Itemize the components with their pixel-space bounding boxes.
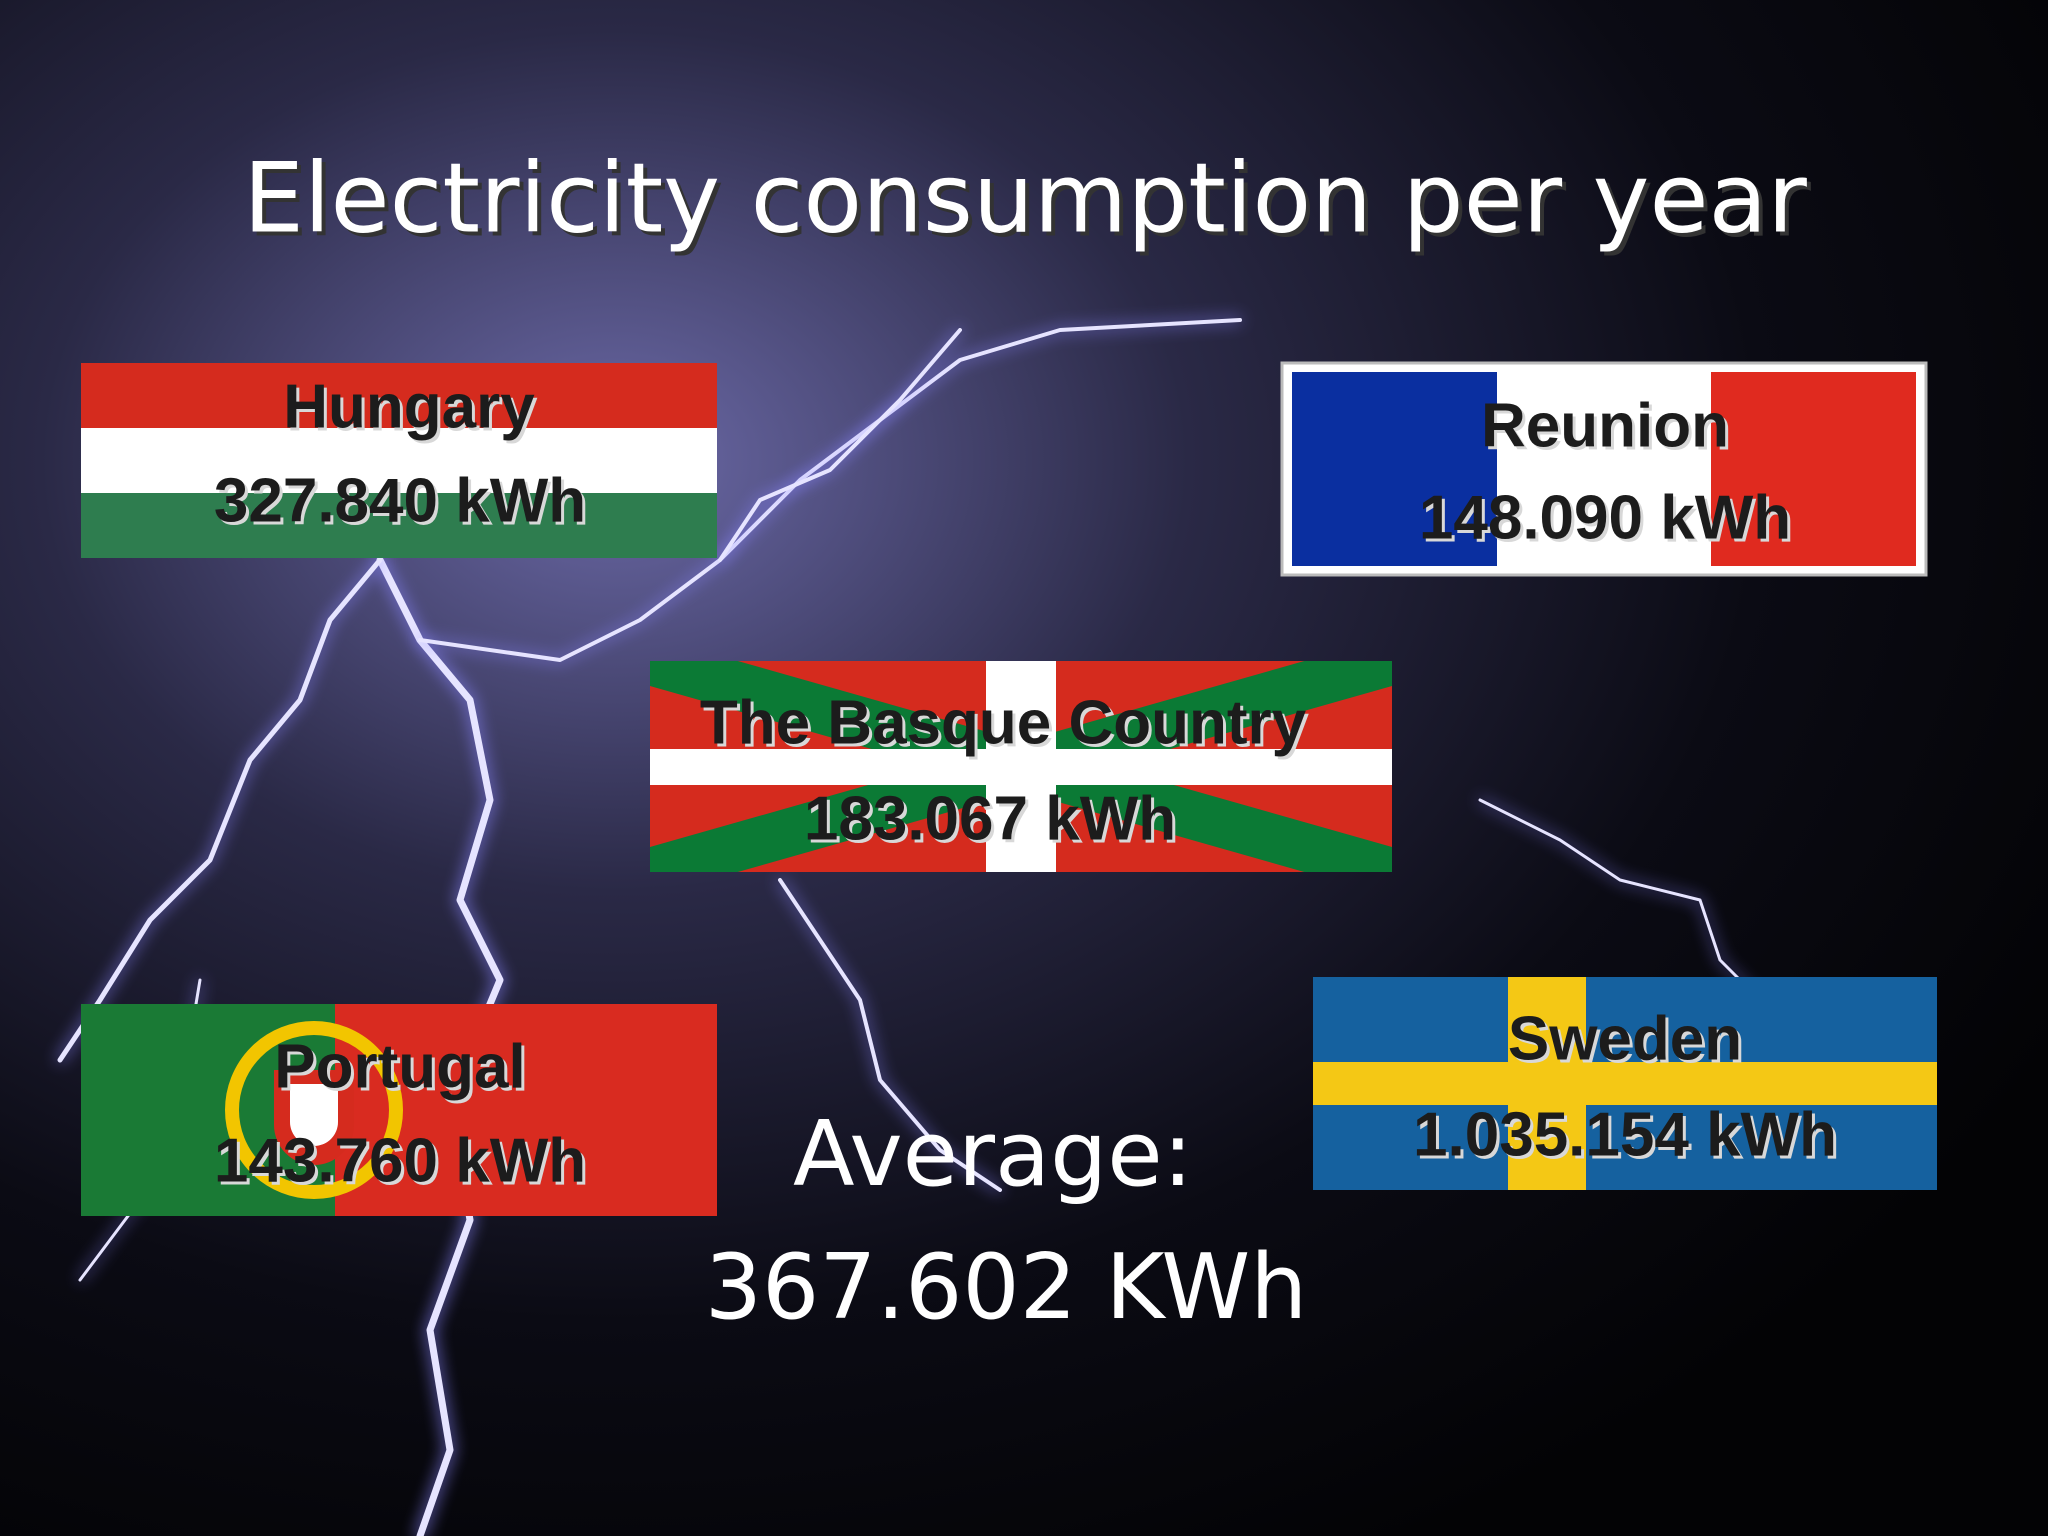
flag-name: Reunion: [1481, 391, 1729, 460]
flag-value: 143.760 kWh: [214, 1126, 586, 1195]
slide-title: Electricity consumption per year: [243, 142, 1807, 254]
flag-reunion: Reunion 148.090 kWh: [1280, 361, 1928, 577]
flag-name: Portugal: [274, 1032, 525, 1101]
flag-portugal: Portugal 143.760 kWh: [81, 1004, 717, 1216]
flag-value: 1.035.154 kWh: [1413, 1100, 1837, 1169]
average-label: Average:: [793, 1102, 1193, 1207]
flag-name: The Basque Country: [700, 688, 1307, 757]
average-value: 367.602 KWh: [705, 1235, 1308, 1340]
flag-basque: The Basque Country 183.067 kWh: [650, 661, 1392, 872]
lightning: [57, 318, 1762, 1536]
flag-value: 148.090 kWh: [1419, 483, 1791, 552]
flag-hungary: Hungary 327.840 kWh: [81, 363, 717, 558]
flag-value: 327.840 kWh: [214, 466, 586, 535]
flag-name: Sweden: [1508, 1004, 1742, 1073]
flag-name: Hungary: [283, 372, 535, 441]
flag-value: 183.067 kWh: [804, 784, 1176, 853]
flag-sweden: Sweden 1.035.154 kWh: [1313, 977, 1937, 1190]
